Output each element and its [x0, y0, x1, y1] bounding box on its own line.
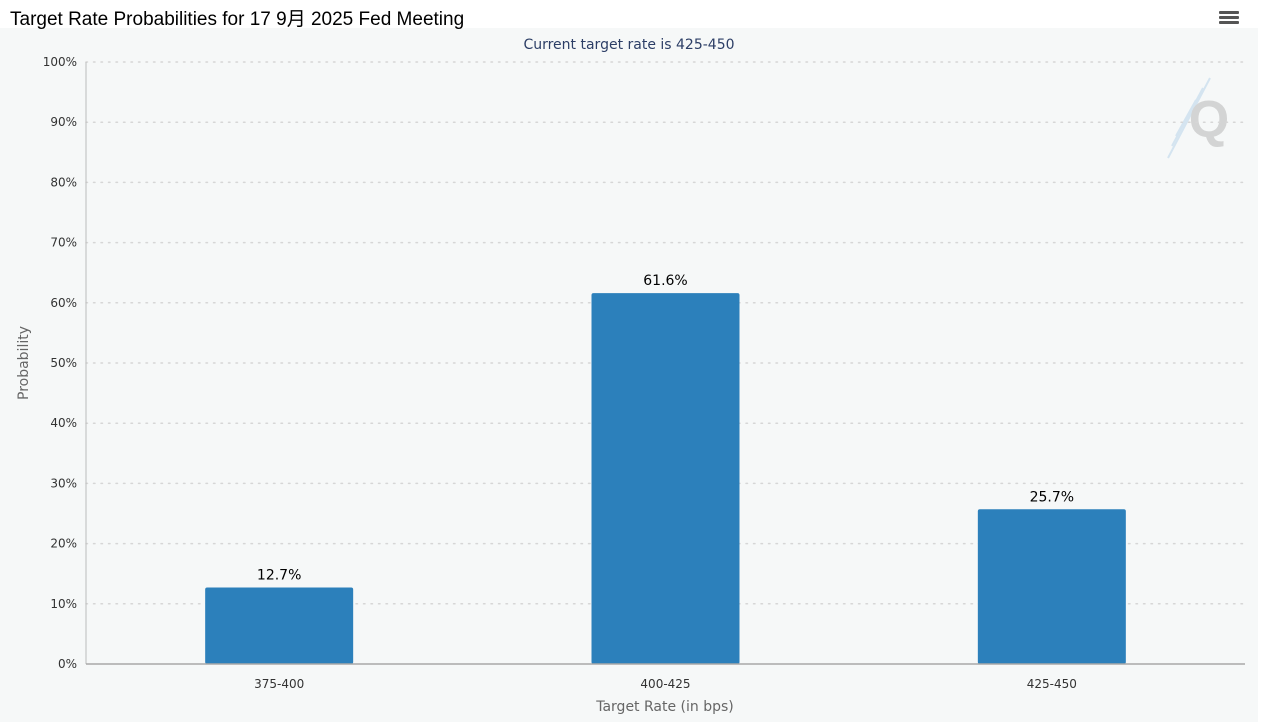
y-tick-label: 20% — [50, 537, 77, 551]
menu-line — [1219, 16, 1239, 19]
watermark-logo-icon: Q — [1167, 77, 1229, 159]
bar-layer — [205, 293, 1126, 664]
watermark-letter: Q — [1189, 91, 1229, 149]
menu-line — [1219, 21, 1239, 24]
y-tick-label: 70% — [50, 236, 77, 250]
y-tick-label: 30% — [50, 476, 77, 490]
y-tick-label: 0% — [58, 657, 77, 671]
chart-subtitle: Current target rate is 425-450 — [523, 37, 734, 53]
bar-375-400 — [205, 587, 354, 664]
page-title: Target Rate Probabilities for 17 9月 2025… — [10, 9, 465, 30]
x-tick-label: 425-450 — [1027, 677, 1077, 691]
x-tick-label: 375-400 — [254, 677, 304, 691]
bar-data-label: 61.6% — [643, 273, 687, 289]
bar-400-425 — [591, 293, 740, 664]
label-layer: 12.7% 375-400 61.6% 400-425 25.7% 425-450 — [254, 273, 1077, 691]
y-tick-label: 100% — [43, 55, 77, 69]
bar-data-label: 12.7% — [257, 568, 301, 584]
y-tick-label: 50% — [50, 356, 77, 370]
bar-425-450 — [977, 509, 1126, 664]
y-tick-label: 80% — [50, 175, 77, 189]
y-tick-label: 10% — [50, 597, 77, 611]
y-tick-label: 90% — [50, 115, 77, 129]
watermark-streaks — [1167, 77, 1211, 159]
bar-data-label: 25.7% — [1030, 489, 1074, 505]
menu-line — [1219, 11, 1239, 14]
x-tick-label: 400-425 — [640, 677, 690, 691]
y-axis-title: Probability — [16, 326, 32, 400]
y-tick-label: 40% — [50, 416, 77, 430]
x-axis-title: Target Rate (in bps) — [595, 699, 734, 715]
y-tick-label: 60% — [50, 296, 77, 310]
hamburger-menu-icon[interactable] — [1216, 8, 1242, 30]
